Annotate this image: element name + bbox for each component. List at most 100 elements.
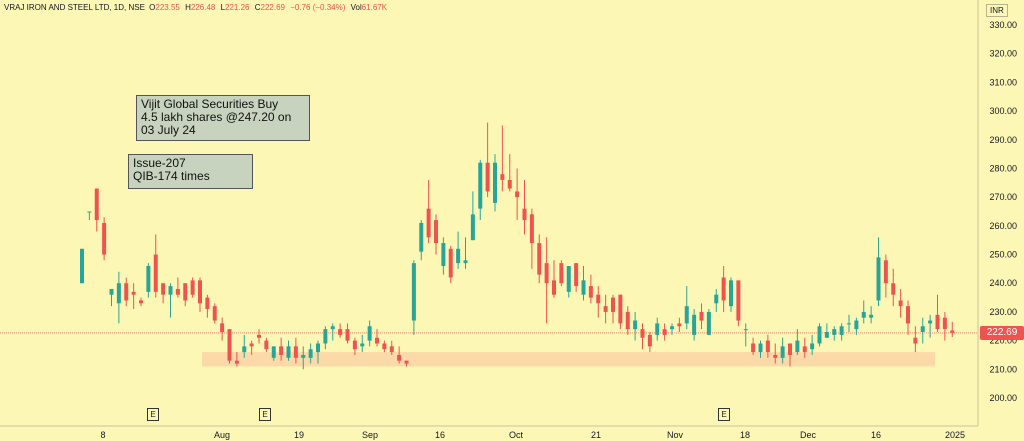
candle-body — [552, 280, 556, 295]
annotation-note-vijit[interactable]: Vijit Global Securities Buy 4.5 lakh sha… — [136, 95, 310, 141]
annotation-note-issue[interactable]: Issue-207 QIB-174 times — [128, 154, 253, 189]
candle — [301, 346, 306, 370]
candle — [817, 323, 822, 347]
candle-body — [544, 263, 549, 284]
candle-body — [684, 306, 689, 324]
candle — [574, 263, 579, 292]
candle-body — [286, 346, 291, 358]
candle-body — [751, 343, 756, 353]
candle — [876, 237, 881, 307]
candle — [463, 237, 468, 269]
high-label: H — [185, 3, 191, 12]
candle — [920, 317, 925, 344]
candle — [891, 268, 896, 307]
candle — [773, 343, 778, 364]
annotation-line: QIB-174 times — [133, 169, 210, 183]
candle-body — [839, 326, 844, 335]
y-tick-label: 220.00 — [989, 336, 1017, 346]
candle-body — [131, 291, 136, 295]
candle — [847, 314, 851, 333]
candle — [795, 329, 800, 355]
time-axis[interactable]: 8 Aug 19 Sep 16 Oct 21 Nov 18 Dec 16 2025 — [100, 430, 965, 440]
candle — [824, 323, 829, 338]
candle — [80, 248, 84, 284]
candle — [552, 260, 556, 298]
candle-body — [411, 263, 416, 321]
x-tick-label: 2025 — [945, 430, 965, 440]
candle-body — [677, 323, 682, 327]
x-tick-label: 18 — [740, 430, 750, 440]
y-tick-label: 320.00 — [989, 49, 1017, 59]
candle — [699, 303, 704, 330]
candle-body — [802, 346, 807, 353]
candle — [500, 125, 505, 192]
candle-body — [618, 294, 623, 324]
candle-body — [434, 220, 438, 244]
candle — [537, 234, 542, 284]
candle — [670, 323, 674, 335]
candle-body — [87, 211, 92, 213]
candle — [633, 311, 638, 341]
candle-body — [426, 208, 431, 238]
candle-body — [323, 329, 328, 344]
low-value: 221.26 — [225, 3, 250, 12]
candle — [647, 332, 652, 353]
candle — [588, 274, 593, 304]
candle-body — [146, 266, 151, 292]
candle — [404, 360, 409, 367]
candle-body — [773, 354, 778, 358]
candle-body — [588, 286, 593, 298]
last-price-tag: 222.69 — [980, 326, 1024, 340]
candle-body — [227, 329, 232, 361]
x-tick-label: Oct — [509, 430, 524, 440]
candle-body — [566, 266, 571, 292]
candle-body — [692, 314, 697, 335]
candle-body — [721, 277, 726, 301]
candle — [522, 179, 527, 235]
candle-body — [714, 294, 719, 304]
candle — [102, 217, 107, 261]
candle — [161, 283, 166, 304]
candle-body — [883, 260, 888, 284]
candle-body — [743, 329, 748, 331]
candle-body — [795, 340, 800, 353]
candle-body — [832, 329, 837, 335]
candle-body — [824, 332, 829, 338]
candle — [434, 214, 438, 255]
candle — [942, 311, 947, 341]
currency-button[interactable]: INR — [986, 4, 1008, 17]
symbol-name[interactable]: VRAJ IRON AND STEEL LTD, 1D, NSE — [4, 3, 145, 12]
candle — [625, 306, 630, 335]
candle-body — [861, 311, 866, 318]
candle — [810, 334, 815, 355]
candle — [338, 323, 343, 338]
candle-body — [942, 317, 947, 330]
event-badge[interactable]: E — [147, 408, 159, 421]
y-tick-label: 280.00 — [989, 163, 1017, 173]
candle-body — [404, 360, 409, 364]
candle-body — [478, 162, 483, 209]
candle-body — [876, 257, 881, 301]
candle-body — [234, 360, 239, 364]
support-zone — [202, 352, 935, 367]
price-axis[interactable]: 200.00 210.00 220.00 230.00 240.00 250.00 260.… — [989, 20, 1017, 403]
candle-body — [367, 326, 372, 341]
candle — [242, 334, 247, 358]
candle — [662, 323, 667, 341]
candle-body — [308, 349, 313, 358]
candle — [153, 234, 158, 298]
candle-body — [736, 280, 741, 321]
y-tick-label: 200.00 — [989, 393, 1017, 403]
candle — [883, 254, 888, 298]
candle — [743, 323, 748, 347]
candle — [146, 263, 151, 298]
candle-body — [928, 320, 933, 324]
event-badge[interactable]: E — [718, 408, 730, 421]
event-badge[interactable]: E — [259, 408, 271, 421]
candle — [566, 266, 571, 298]
candle — [257, 329, 261, 344]
candle-body — [625, 311, 630, 330]
candle — [839, 323, 844, 341]
candle — [861, 300, 866, 324]
